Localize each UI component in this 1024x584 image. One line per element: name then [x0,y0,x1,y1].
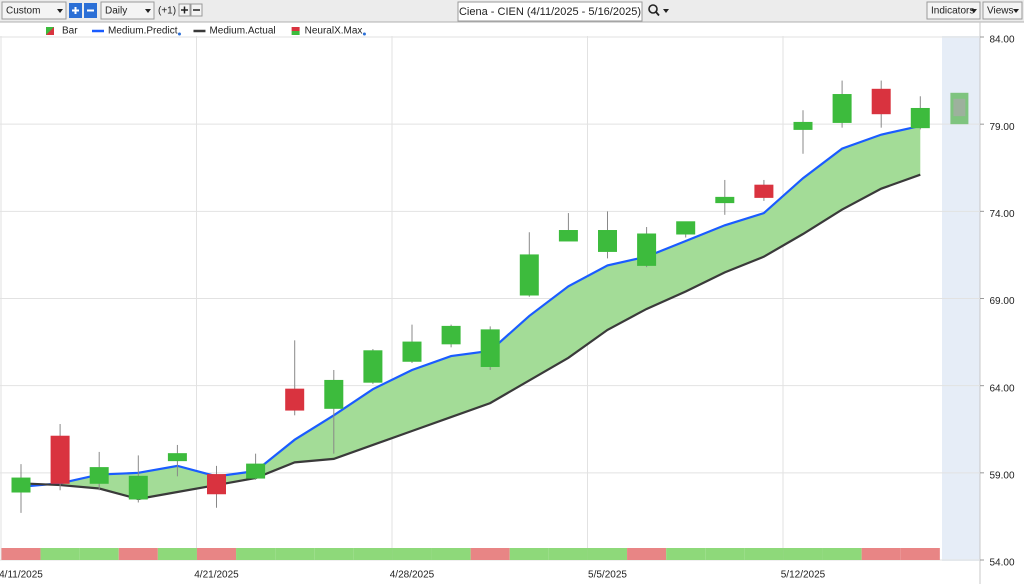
signal-segment [822,548,862,560]
candle-body [715,196,735,204]
dropdown-arrow [145,9,151,13]
signal-segment [783,548,823,560]
candle-body [89,467,109,484]
candle-body [207,474,226,495]
legend-swatch [291,27,300,31]
candle-body [754,184,774,198]
signal-segment [40,548,80,560]
legend-dot [177,32,181,36]
signal-segment [157,548,197,560]
candle-body [50,435,70,484]
interval-label: Daily [105,6,127,17]
signal-segment [587,548,628,560]
symbol-box[interactable] [457,1,643,22]
dropdown-arrow [971,9,977,13]
signal-segment [118,548,158,560]
x-tick-label: 5/5/2025 [588,570,627,581]
signal-segment [275,548,315,560]
signal-segment [314,548,354,560]
candle-body [676,221,696,235]
dropdown-arrow [1013,9,1019,13]
offset-label: (+1) [158,6,176,17]
candle-body [167,453,187,462]
candle-body [480,329,500,367]
signal-segment [353,548,393,560]
signal-segment [1,548,41,560]
views-label: Views [987,6,1014,17]
y-tick-label: 54.00 [989,558,1014,569]
y-tick-label: 64.00 [989,383,1014,394]
signal-segment [392,548,432,560]
line-0 [20,124,921,488]
signal-segment [470,548,510,560]
legend-swatch [46,27,54,35]
x-tick-label: 5/12/2025 [781,570,826,581]
signal-segment [666,548,706,560]
x-tick-label: 4/28/2025 [390,570,435,581]
candle-body [324,379,344,409]
line-1 [20,173,921,501]
signal-segment [548,548,588,560]
candle-body [11,477,31,493]
period-dropdown[interactable] [1,1,67,20]
signal-segment [79,548,119,560]
legend-dot [362,32,366,36]
candle-body [793,121,813,130]
y-tick-label: 59.00 [989,470,1014,481]
symbol-title: Ciena - CIEN (4/11/2025 - 5/16/2025) [459,6,641,18]
signal-segment [431,548,471,560]
candle-body [246,463,266,479]
signal-segment [236,548,276,560]
period-label: Custom [6,6,40,17]
legend-label: Medium.Predict [108,26,178,37]
search-icon[interactable] [648,4,658,14]
candle-body [363,350,383,383]
y-tick-label: 84.00 [989,35,1014,46]
candle-body [519,254,539,296]
x-tick-label: 4/11/2025 [0,570,43,581]
candle-body [910,107,930,129]
prediction-band [21,125,921,499]
y-tick-label: 79.00 [989,122,1014,133]
plus-icon [181,6,188,14]
signal-segment [744,548,784,560]
interval-dropdown[interactable] [100,1,155,20]
legend-label: NeuralX.Max [305,26,363,37]
candle-body [402,341,422,362]
plus-icon [72,7,79,14]
candle-body [128,475,148,500]
signal-segment [705,548,745,560]
signal-segment [627,548,667,560]
indicators-label: Indicators [931,6,974,17]
candle-body [871,88,891,115]
x-tick-label: 4/21/2025 [194,570,239,581]
dropdown-arrow [663,9,669,13]
search-icon-handle [655,11,660,17]
candle-body [637,233,657,266]
forecast-core [953,98,966,117]
signal-segment [509,548,549,560]
legend-label: Medium.Actual [209,26,275,37]
dropdown-arrow [57,9,63,13]
signal-segment [861,548,901,560]
candle-body [598,230,617,252]
candle-body [832,94,852,123]
indicators-button[interactable] [926,1,981,20]
candle-body [558,230,578,242]
legend-swatch [291,31,300,35]
y-tick-label: 74.00 [989,209,1014,220]
signal-segment [196,548,237,560]
signal-segment [900,548,940,560]
candle-body [285,388,305,411]
y-tick-label: 69.00 [989,296,1014,307]
candle-body [441,325,461,345]
legend-label: Bar [62,26,78,37]
views-button[interactable] [982,1,1023,20]
